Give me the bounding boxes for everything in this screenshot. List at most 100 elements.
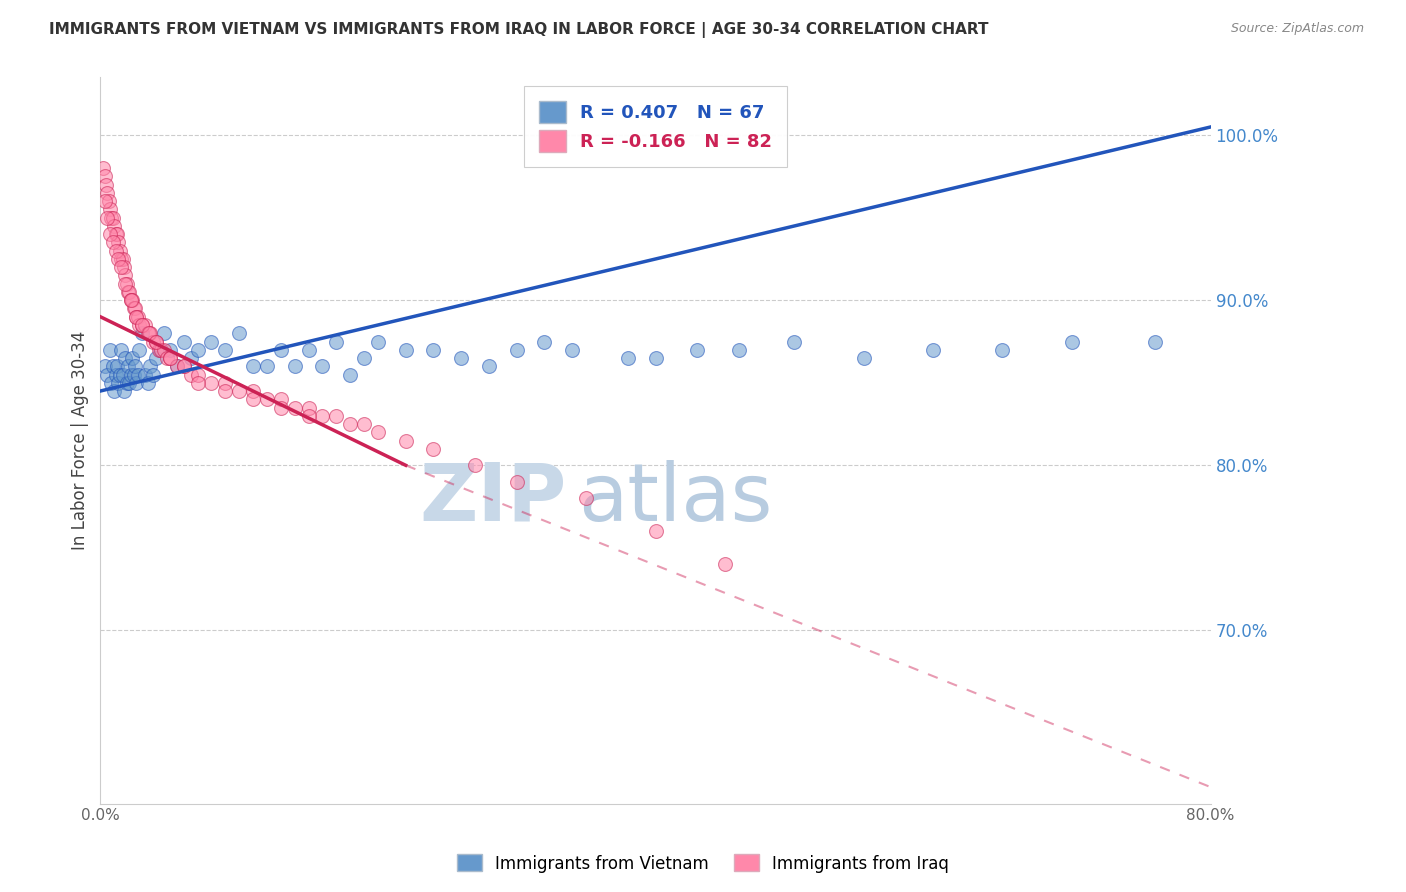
Legend: R = 0.407   N = 67, R = -0.166   N = 82: R = 0.407 N = 67, R = -0.166 N = 82 <box>524 87 787 167</box>
Point <box>616 351 638 365</box>
Point <box>122 301 145 316</box>
Point <box>242 384 264 398</box>
Point <box>107 376 129 390</box>
Point <box>127 368 149 382</box>
Point <box>150 343 173 357</box>
Point <box>145 351 167 365</box>
Point <box>450 351 472 365</box>
Point <box>422 442 444 456</box>
Point <box>325 409 347 423</box>
Point <box>284 359 307 374</box>
Point <box>139 359 162 374</box>
Point <box>297 343 319 357</box>
Point <box>142 334 165 349</box>
Point <box>114 277 136 291</box>
Point <box>200 376 222 390</box>
Point <box>128 343 150 357</box>
Point <box>114 351 136 365</box>
Point <box>124 301 146 316</box>
Point <box>128 318 150 332</box>
Point <box>110 343 132 357</box>
Point <box>125 376 148 390</box>
Point <box>131 326 153 341</box>
Point <box>127 310 149 324</box>
Point <box>1144 334 1167 349</box>
Point <box>125 310 148 324</box>
Text: ZIP: ZIP <box>419 459 567 538</box>
Point <box>121 351 143 365</box>
Point <box>200 334 222 349</box>
Point <box>124 359 146 374</box>
Point <box>727 343 749 357</box>
Point <box>112 260 135 275</box>
Point <box>136 326 159 341</box>
Point <box>159 351 181 365</box>
Point <box>145 334 167 349</box>
Point <box>156 351 179 365</box>
Point <box>561 343 583 357</box>
Point <box>214 376 236 390</box>
Point <box>297 401 319 415</box>
Point <box>118 285 141 299</box>
Point <box>991 343 1014 357</box>
Point <box>131 318 153 332</box>
Point <box>100 376 122 390</box>
Point <box>395 343 418 357</box>
Point <box>120 368 142 382</box>
Point <box>115 277 138 291</box>
Point <box>142 368 165 382</box>
Legend: Immigrants from Vietnam, Immigrants from Iraq: Immigrants from Vietnam, Immigrants from… <box>450 847 956 880</box>
Point <box>166 359 188 374</box>
Point <box>422 343 444 357</box>
Point <box>104 227 127 242</box>
Point <box>104 368 127 382</box>
Point <box>96 368 118 382</box>
Point <box>339 368 361 382</box>
Text: Source: ZipAtlas.com: Source: ZipAtlas.com <box>1230 22 1364 36</box>
Point <box>125 310 148 324</box>
Y-axis label: In Labor Force | Age 30-34: In Labor Force | Age 30-34 <box>72 331 89 550</box>
Point <box>270 401 292 415</box>
Point <box>284 401 307 415</box>
Point <box>91 161 114 176</box>
Point <box>186 376 208 390</box>
Point <box>325 334 347 349</box>
Point <box>166 359 188 374</box>
Point <box>108 368 131 382</box>
Point <box>256 392 278 407</box>
Point <box>297 409 319 423</box>
Point <box>478 359 501 374</box>
Point <box>100 211 122 225</box>
Text: atlas: atlas <box>578 459 772 538</box>
Point <box>93 194 115 209</box>
Point <box>96 186 118 200</box>
Point <box>506 475 529 489</box>
Point <box>270 343 292 357</box>
Point <box>353 417 375 431</box>
Point <box>311 359 333 374</box>
Point <box>110 252 132 266</box>
Point <box>101 359 124 374</box>
Point <box>118 376 141 390</box>
Point <box>105 359 128 374</box>
Point <box>108 244 131 258</box>
Point <box>464 458 486 473</box>
Point <box>339 417 361 431</box>
Point <box>852 351 875 365</box>
Point <box>533 334 555 349</box>
Point <box>686 343 709 357</box>
Point <box>186 343 208 357</box>
Text: IMMIGRANTS FROM VIETNAM VS IMMIGRANTS FROM IRAQ IN LABOR FORCE | AGE 30-34 CORRE: IMMIGRANTS FROM VIETNAM VS IMMIGRANTS FR… <box>49 22 988 38</box>
Point <box>575 491 598 506</box>
Point <box>104 244 127 258</box>
Point <box>107 252 129 266</box>
Point <box>180 368 202 382</box>
Point <box>242 359 264 374</box>
Point <box>311 409 333 423</box>
Point <box>136 376 159 390</box>
Point <box>114 268 136 283</box>
Point <box>112 384 135 398</box>
Point <box>214 343 236 357</box>
Point <box>107 235 129 250</box>
Point <box>367 334 389 349</box>
